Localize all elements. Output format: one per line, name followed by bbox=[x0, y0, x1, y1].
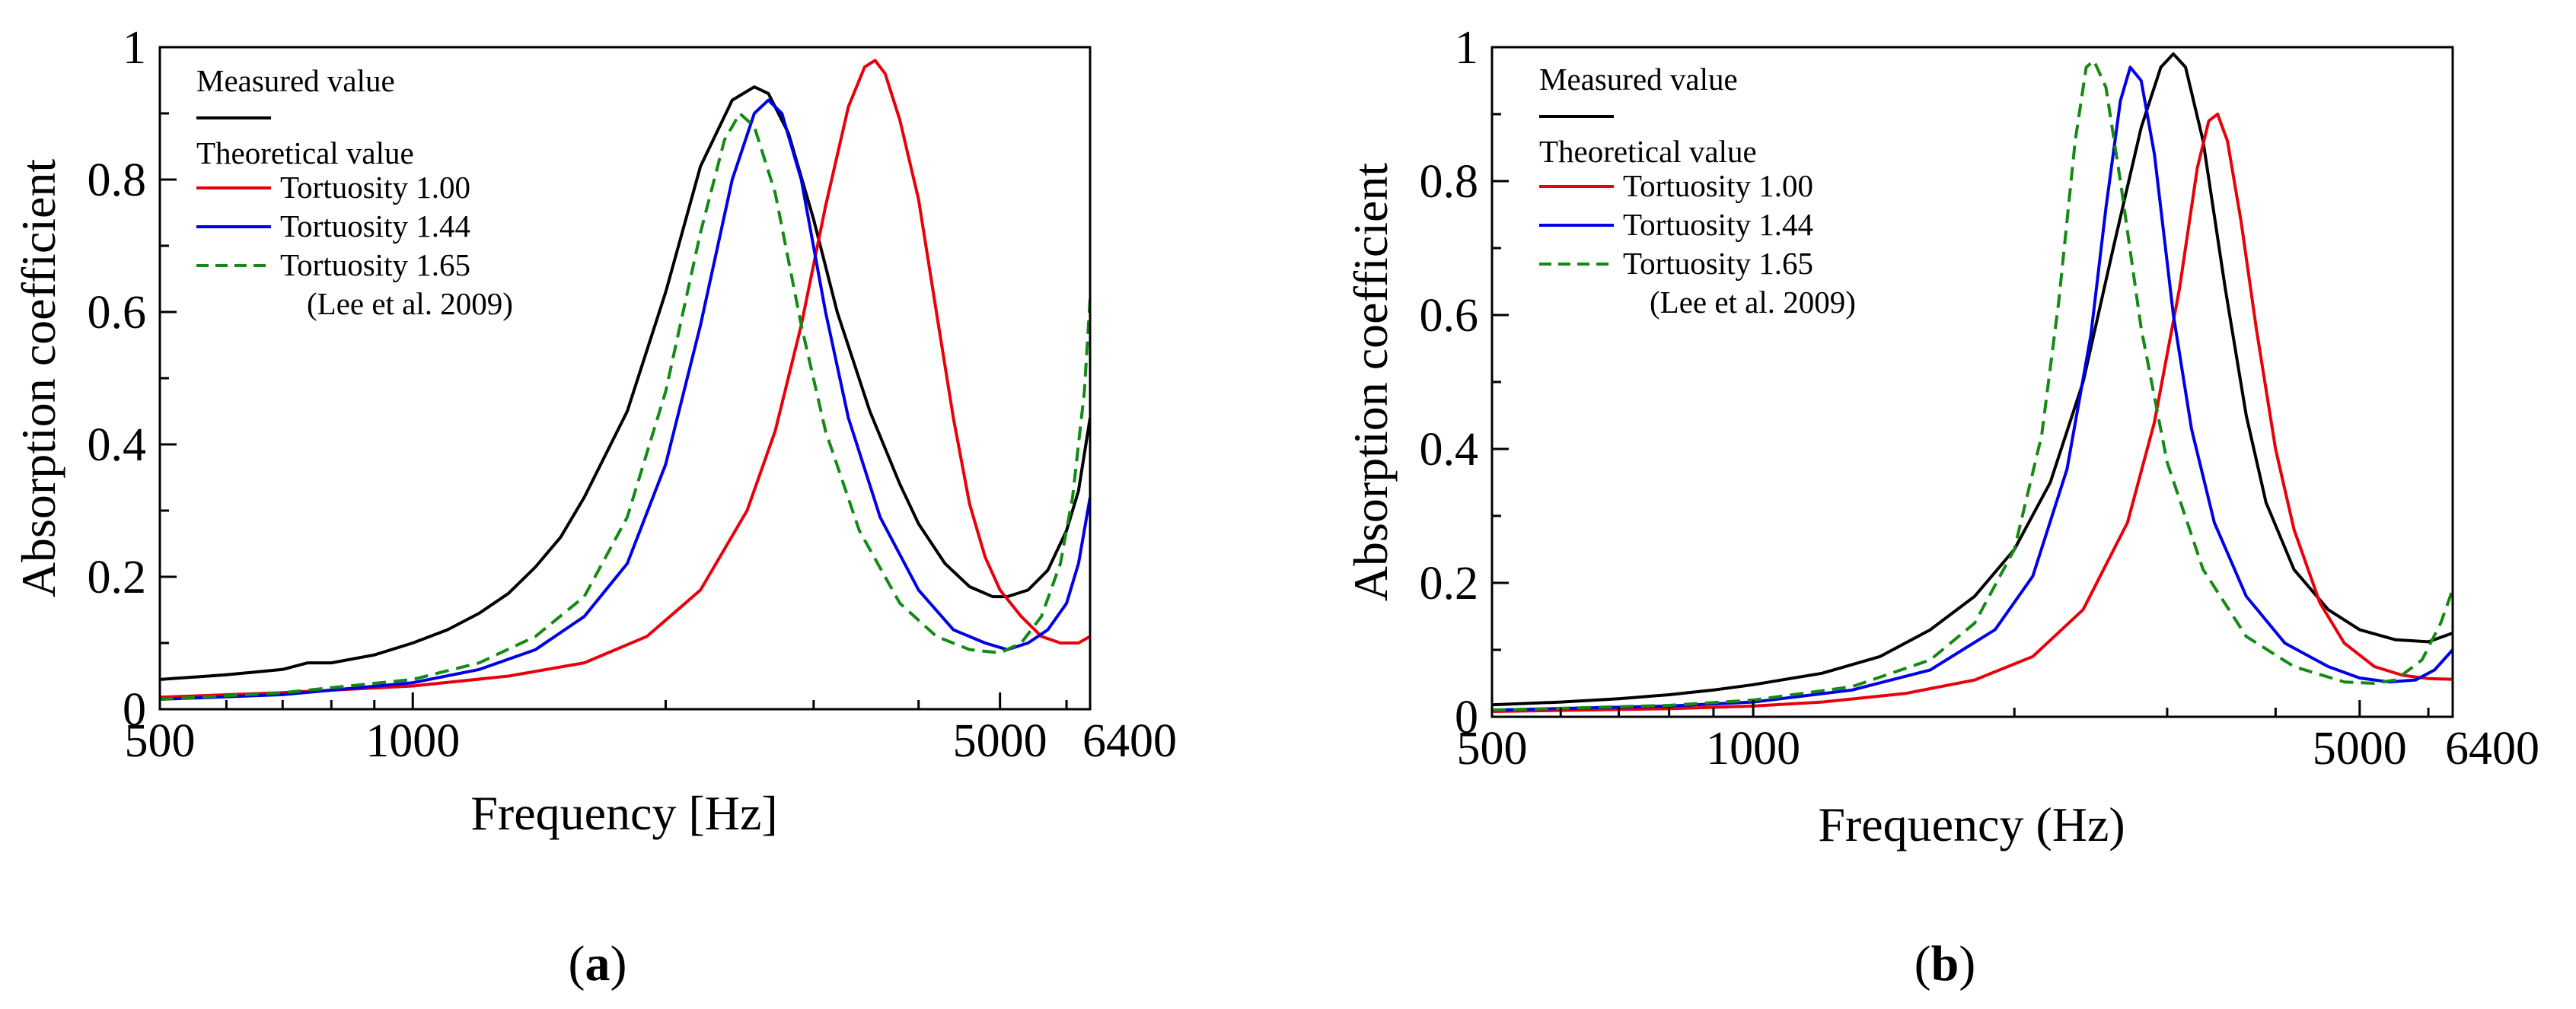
y-tick-label: 0 bbox=[123, 684, 146, 736]
panel-label-b: (b) bbox=[1914, 936, 1976, 991]
y-axis-title: Absorption coefficient bbox=[11, 159, 65, 598]
y-tick-label: 1 bbox=[123, 22, 146, 74]
x-tick-label: 5000 bbox=[953, 715, 1047, 767]
legend-note: (Lee et al. 2009) bbox=[1650, 285, 1856, 320]
legend-group-title-measured: Measured value bbox=[196, 63, 395, 98]
x-axis-title: Frequency [Hz] bbox=[470, 786, 777, 840]
chart-panel-a: 0 0.2 0.4 0.6 0.8 1 500 1000 5000 6400 Frequency [… bbox=[11, 22, 1177, 991]
legend-entry-label: Tortuosity 1.00 bbox=[280, 170, 470, 205]
x-tick-label: 6400 bbox=[1082, 715, 1177, 767]
legend-entry-label: Tortuosity 1.00 bbox=[1623, 168, 1813, 203]
legend-entry-label: Tortuosity 1.65 bbox=[280, 247, 470, 282]
series-line-tortuosity-1-44 bbox=[1492, 65, 2453, 712]
series-line-tortuosity-1-44 bbox=[160, 98, 1090, 701]
panel-label-a: (a) bbox=[569, 936, 627, 991]
y-tick-label: 1 bbox=[1455, 22, 1478, 74]
y-axis-title: Absorption coefficient bbox=[1344, 163, 1398, 602]
panel-label-open: ( bbox=[1914, 936, 1931, 991]
y-tick-label: 0.6 bbox=[88, 287, 147, 339]
panel-label-open: ( bbox=[569, 936, 585, 991]
series-line-measured-value bbox=[1492, 52, 2453, 707]
x-tick-label: 1000 bbox=[1706, 723, 1800, 775]
y-tick-label: 0.4 bbox=[1420, 424, 1479, 476]
series-line-tortuosity-1-65 bbox=[160, 112, 1090, 701]
y-tick-label: 0 bbox=[1455, 692, 1478, 743]
panel-label-close: ) bbox=[1959, 936, 1975, 991]
legend-entry-label: Tortuosity 1.44 bbox=[1623, 207, 1813, 242]
legend-group-title-theoretical: Theoretical value bbox=[196, 135, 414, 170]
x-tick-label: 500 bbox=[125, 715, 196, 767]
legend-group-title-measured: Measured value bbox=[1539, 62, 1738, 97]
legend-entry-label: Tortuosity 1.65 bbox=[1623, 246, 1813, 281]
legend-note: (Lee et al. 2009) bbox=[307, 286, 513, 321]
y-tick-label: 0.2 bbox=[88, 552, 147, 603]
legend-group-title-theoretical: Theoretical value bbox=[1539, 134, 1757, 169]
series-line-tortuosity-1-65 bbox=[1492, 59, 2453, 712]
y-tick-label: 0.8 bbox=[88, 154, 147, 206]
series-line-measured-value bbox=[160, 85, 1090, 681]
y-tick-label: 0.4 bbox=[88, 419, 147, 471]
panel-label-letter: a bbox=[585, 936, 611, 991]
y-tick-label: 0.8 bbox=[1420, 156, 1479, 208]
x-tick-label: 1000 bbox=[365, 715, 460, 767]
y-tick-label: 0.6 bbox=[1420, 290, 1479, 342]
series-line-tortuosity-1-00 bbox=[1492, 113, 2453, 713]
legend-entry-label: Tortuosity 1.44 bbox=[280, 208, 470, 243]
panel-label-close: ) bbox=[611, 936, 627, 991]
series-line-tortuosity-1-00 bbox=[160, 59, 1090, 699]
x-tick-label: 6400 bbox=[2445, 723, 2539, 775]
x-tick-label: 5000 bbox=[2313, 723, 2407, 775]
x-axis-title: Frequency (Hz) bbox=[1818, 797, 2125, 851]
panel-label-letter: b bbox=[1931, 936, 1959, 991]
x-tick-label: 500 bbox=[1457, 723, 1528, 775]
chart-panel-b: 0 0.2 0.4 0.6 0.8 1 500 1000 5000 6400 Frequency (… bbox=[1344, 22, 2539, 991]
y-tick-label: 0.2 bbox=[1420, 558, 1479, 610]
